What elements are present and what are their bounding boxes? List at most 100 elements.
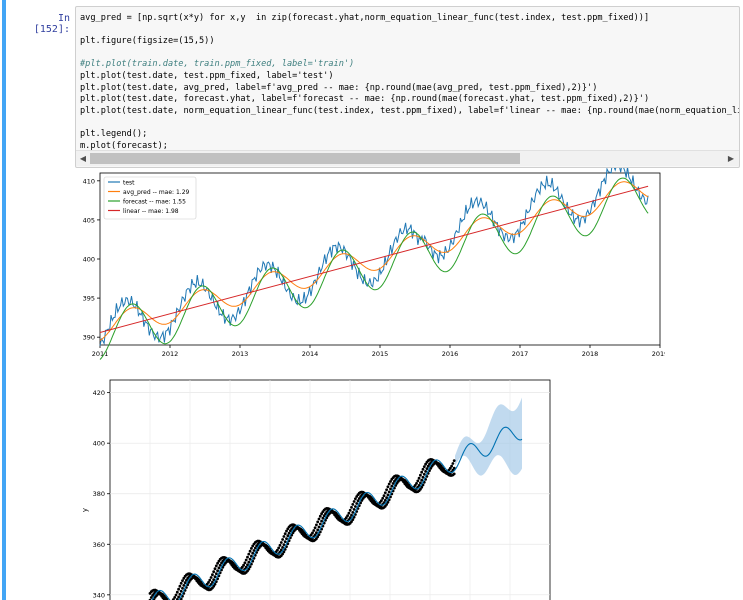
x-tick-label: 2012 <box>162 350 179 358</box>
history-point <box>317 533 321 536</box>
uncertainty-band <box>455 397 522 476</box>
history-point <box>248 557 252 561</box>
history-point <box>211 573 214 577</box>
history-point <box>351 518 355 521</box>
history-point <box>352 508 356 511</box>
history-point <box>322 514 326 518</box>
history-point <box>354 497 357 501</box>
history-point <box>179 589 183 593</box>
history-point <box>165 597 169 600</box>
history-point <box>387 482 391 486</box>
history-point <box>212 570 216 574</box>
history-point <box>315 531 318 534</box>
history-point <box>175 590 179 594</box>
series-line-test <box>99 168 649 346</box>
prophet-forecast-chart: 340 360 380 400 420 y <box>81 379 551 600</box>
history-point <box>312 529 316 532</box>
history-point <box>251 551 255 555</box>
history-point <box>177 595 180 599</box>
history-point <box>281 552 284 556</box>
history-point <box>351 503 355 506</box>
history-point <box>281 546 284 549</box>
history-point <box>390 484 394 488</box>
plot-area-frame <box>109 379 551 600</box>
history-point <box>452 466 456 470</box>
history-point <box>381 496 385 500</box>
chart-legend: test avg_pred -- mae: 1.29 forecast -- mae… <box>103 176 197 220</box>
history-point <box>173 596 177 599</box>
code-line: plt.figure(figsize=(15,5)) <box>80 36 215 47</box>
series-line-forecast <box>99 177 649 360</box>
y-tick-label: 420 <box>93 389 105 397</box>
scrollbar-thumb[interactable] <box>90 153 520 164</box>
history-point <box>348 516 352 519</box>
horizontal-scrollbar[interactable]: ◀ ▶ <box>76 150 739 166</box>
legend-label: test <box>123 180 135 187</box>
history-point <box>213 582 217 586</box>
x-tick-label: 2015 <box>372 350 389 358</box>
history-point <box>218 563 222 567</box>
history-point <box>421 475 425 479</box>
history-point <box>316 528 320 532</box>
history-point <box>383 491 387 495</box>
history-point <box>348 508 352 512</box>
history-point <box>279 548 283 552</box>
legend-label: linear -- mae: 1.98 <box>123 208 179 215</box>
x-tick-label: 2017 <box>512 350 529 358</box>
x-tick-label: 2019 <box>652 350 665 358</box>
history-point <box>318 522 322 526</box>
cell-prompt: In [152]: <box>33 13 70 35</box>
history-point <box>420 485 424 489</box>
history-point <box>217 566 221 570</box>
history-point <box>417 476 421 480</box>
history-point <box>212 584 216 588</box>
history-point <box>214 572 218 576</box>
history-point <box>350 520 353 523</box>
history-point <box>346 514 349 517</box>
forecast-line <box>151 426 523 600</box>
history-point <box>426 464 430 468</box>
history-point <box>178 592 182 596</box>
code-line: plt.plot(test.date, forecast.yhat, label… <box>80 94 650 105</box>
history-point <box>317 525 321 529</box>
x-tick-label: 2011 <box>92 350 109 358</box>
x-tick-label: 2016 <box>442 350 459 358</box>
history-point <box>416 479 420 483</box>
history-point <box>276 548 279 552</box>
history-point <box>344 516 348 520</box>
history-point <box>213 575 217 579</box>
history-point <box>419 473 422 477</box>
history-point <box>149 596 153 599</box>
y-tick-label: 410 <box>83 177 95 185</box>
history-point <box>248 549 252 553</box>
history-point <box>350 506 353 509</box>
history-point <box>286 534 290 538</box>
history-point <box>251 544 255 548</box>
history-point <box>311 531 314 535</box>
history-point <box>391 482 395 485</box>
history-point <box>385 488 388 492</box>
history-point <box>424 462 427 466</box>
scroll-right-icon[interactable]: ▶ <box>727 154 735 163</box>
history-point <box>285 529 288 533</box>
history-point <box>174 593 178 597</box>
scroll-left-icon[interactable]: ◀ <box>79 154 87 163</box>
history-point <box>250 547 253 550</box>
code-input-area[interactable]: avg_pred = [np.sqrt(x*y) for x,y in zip(… <box>75 6 740 168</box>
history-point <box>415 482 418 485</box>
history-point <box>421 467 425 471</box>
history-point <box>424 470 427 473</box>
history-point <box>216 561 220 565</box>
code-editor[interactable]: avg_pred = [np.sqrt(x*y) for x,y in zip(… <box>80 13 739 152</box>
history-point <box>282 550 286 554</box>
history-point <box>355 502 359 505</box>
history-point <box>212 578 216 581</box>
x-tick-label: 2014 <box>302 350 319 358</box>
history-point <box>422 472 426 476</box>
history-point <box>213 567 217 571</box>
history-point <box>350 513 353 517</box>
history-point <box>386 500 390 504</box>
history-point <box>244 558 248 562</box>
y-tick-label: 380 <box>93 490 105 498</box>
